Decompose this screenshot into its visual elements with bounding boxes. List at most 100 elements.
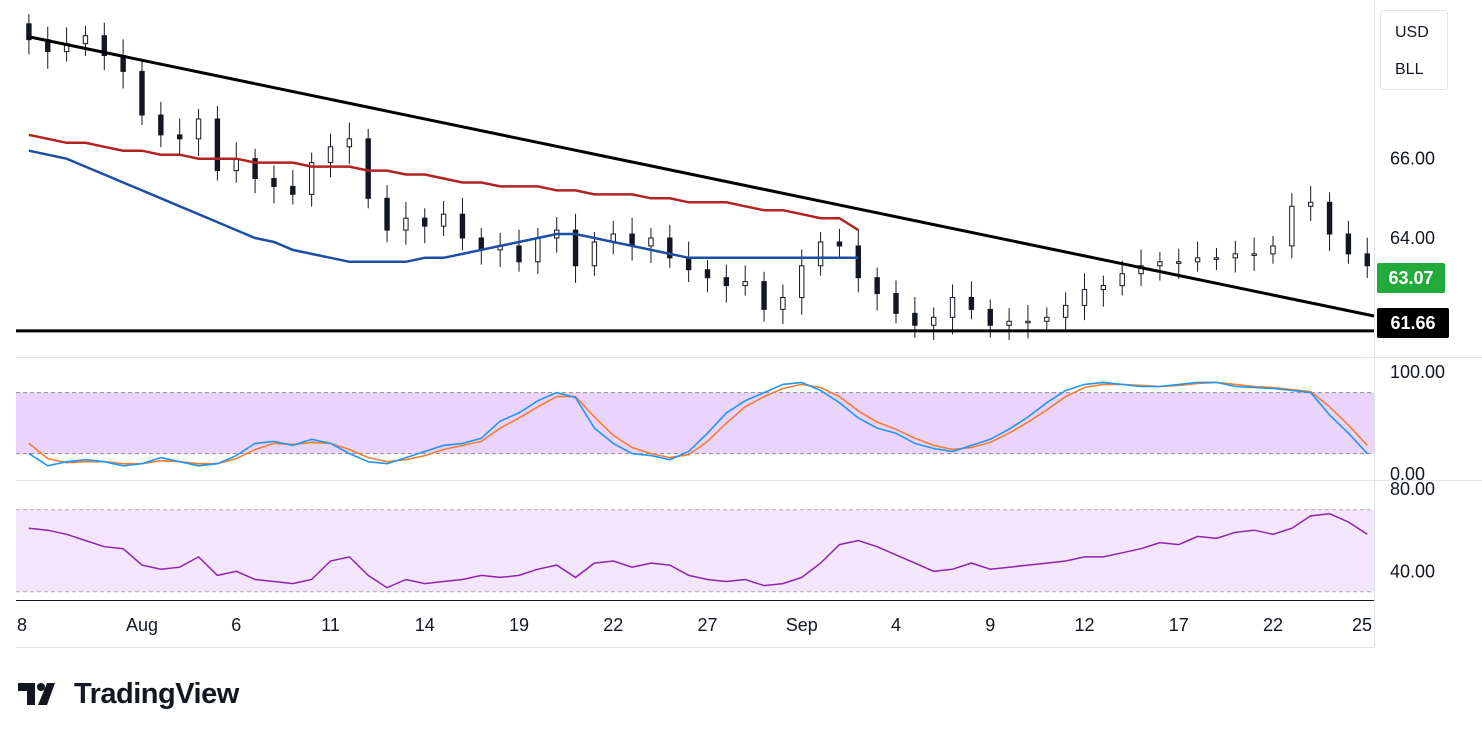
time-axis-tick-label: 4 bbox=[891, 615, 901, 635]
candle-down bbox=[290, 185, 296, 195]
candle-down bbox=[101, 35, 107, 57]
candle-up bbox=[440, 213, 447, 227]
candle-up bbox=[1176, 261, 1182, 264]
candle-up bbox=[1213, 257, 1220, 260]
candle-down bbox=[893, 293, 899, 314]
price-axis-tick-label: 66.00 bbox=[1390, 149, 1435, 169]
moving-average-short bbox=[28, 149, 859, 264]
candle-down bbox=[384, 197, 390, 231]
tradingview-logo-icon bbox=[18, 683, 55, 705]
candle-up bbox=[535, 237, 541, 263]
candle-down bbox=[422, 217, 428, 227]
last-price-label: 63.07 bbox=[1388, 268, 1433, 288]
time-axis-tick-label: 14 bbox=[415, 615, 435, 635]
candle-down bbox=[874, 277, 880, 295]
candle-up bbox=[1062, 304, 1069, 318]
candle-down bbox=[459, 213, 466, 239]
candle-down bbox=[968, 297, 975, 310]
candle-down bbox=[912, 312, 918, 326]
time-axis-tick-label: 22 bbox=[1263, 615, 1283, 635]
candle-up bbox=[346, 138, 353, 148]
candle-up bbox=[949, 297, 956, 318]
candle-up bbox=[1138, 265, 1144, 275]
time-axis-tick-label: 25 bbox=[1352, 615, 1372, 635]
support-price-label: 61.66 bbox=[1390, 313, 1435, 333]
support-tag-bg bbox=[1377, 308, 1449, 338]
candle-down bbox=[139, 70, 145, 116]
candle-up bbox=[780, 297, 786, 310]
candle-up bbox=[648, 237, 654, 247]
candle-up bbox=[1044, 316, 1050, 322]
support-price-tag: 61.66 bbox=[1377, 308, 1449, 338]
candle-up bbox=[1232, 253, 1238, 259]
candle-down bbox=[572, 229, 579, 267]
candle-up bbox=[233, 158, 239, 172]
descending-trendline bbox=[29, 35, 1375, 318]
candle-down bbox=[723, 277, 730, 287]
candle-down bbox=[1326, 201, 1333, 235]
candle-down bbox=[704, 269, 711, 279]
candle-down bbox=[836, 241, 843, 247]
moving-average-long bbox=[28, 133, 859, 232]
rsi-axis-tick-label: 80.00 bbox=[1390, 479, 1435, 499]
candle-up bbox=[1081, 289, 1088, 306]
candle-down bbox=[252, 158, 258, 180]
candle-down bbox=[629, 233, 635, 247]
rsi-line bbox=[28, 513, 1368, 589]
candle-up bbox=[1025, 320, 1031, 324]
candle-up bbox=[1119, 273, 1125, 287]
candle-up bbox=[1270, 245, 1276, 255]
last-price-tag-bg bbox=[1377, 263, 1445, 293]
tradingview-wordmark: TradingView bbox=[74, 677, 239, 710]
stochastic-axis-tick-label: 0.00 bbox=[1390, 464, 1425, 484]
tradingview-brand[interactable]: TradingView bbox=[18, 676, 239, 712]
candle-down bbox=[685, 257, 692, 271]
candle-up bbox=[742, 281, 748, 287]
candle-down bbox=[1364, 253, 1370, 267]
time-axis-tick-label: 9 bbox=[985, 615, 995, 635]
candle-up bbox=[817, 241, 824, 267]
rsi-axis-tick-label: 40.00 bbox=[1390, 561, 1435, 581]
price-axis-tick-label: 64.00 bbox=[1390, 228, 1435, 248]
candle-down bbox=[177, 134, 183, 140]
candlestick-series bbox=[26, 13, 1370, 340]
candle-down bbox=[667, 237, 673, 259]
candle-up bbox=[308, 162, 315, 195]
candle-down bbox=[365, 138, 371, 199]
candle-down bbox=[987, 308, 993, 326]
candle-up bbox=[195, 118, 202, 140]
stochastic-d-line bbox=[28, 381, 1368, 465]
candle-down bbox=[214, 118, 221, 172]
candle-up bbox=[82, 35, 89, 45]
candle-down bbox=[855, 245, 861, 279]
time-axis-ticks: 8 Aug 6 11 14 19 22 27 Sep 4 9 12 17 22 25 bbox=[17, 615, 1372, 635]
candle-up bbox=[1006, 320, 1012, 326]
candle-down bbox=[1345, 233, 1352, 255]
candle-up bbox=[1194, 257, 1201, 263]
currency-code: USD bbox=[1395, 24, 1429, 41]
candle-up bbox=[799, 265, 805, 298]
stochastic-band bbox=[16, 392, 1374, 454]
time-axis-tick-label: 17 bbox=[1169, 615, 1189, 635]
time-axis-tick-label: 12 bbox=[1074, 615, 1094, 635]
currency-selector[interactable]: USD BLL bbox=[1380, 10, 1448, 90]
candle-up bbox=[591, 241, 598, 267]
candle-down bbox=[26, 23, 32, 41]
candle-up bbox=[931, 316, 937, 326]
candle-down bbox=[158, 114, 164, 136]
time-axis-tick-label: 19 bbox=[509, 615, 529, 635]
time-axis-tick-label: 6 bbox=[231, 615, 241, 635]
last-price-tag: 63.07 bbox=[1377, 263, 1445, 293]
currency-unit: BLL bbox=[1395, 61, 1424, 78]
candle-up bbox=[327, 146, 334, 164]
time-axis-tick-label: 22 bbox=[603, 615, 623, 635]
time-axis-tick-label: 27 bbox=[697, 615, 717, 635]
candle-down bbox=[271, 178, 277, 187]
stochastic-k-line bbox=[28, 381, 1368, 467]
rsi-band bbox=[16, 509, 1374, 592]
time-axis-tick-label: Sep bbox=[786, 615, 818, 635]
candle-down bbox=[516, 245, 522, 263]
time-axis-tick-label: 8 bbox=[17, 615, 27, 635]
candle-down bbox=[761, 281, 767, 310]
